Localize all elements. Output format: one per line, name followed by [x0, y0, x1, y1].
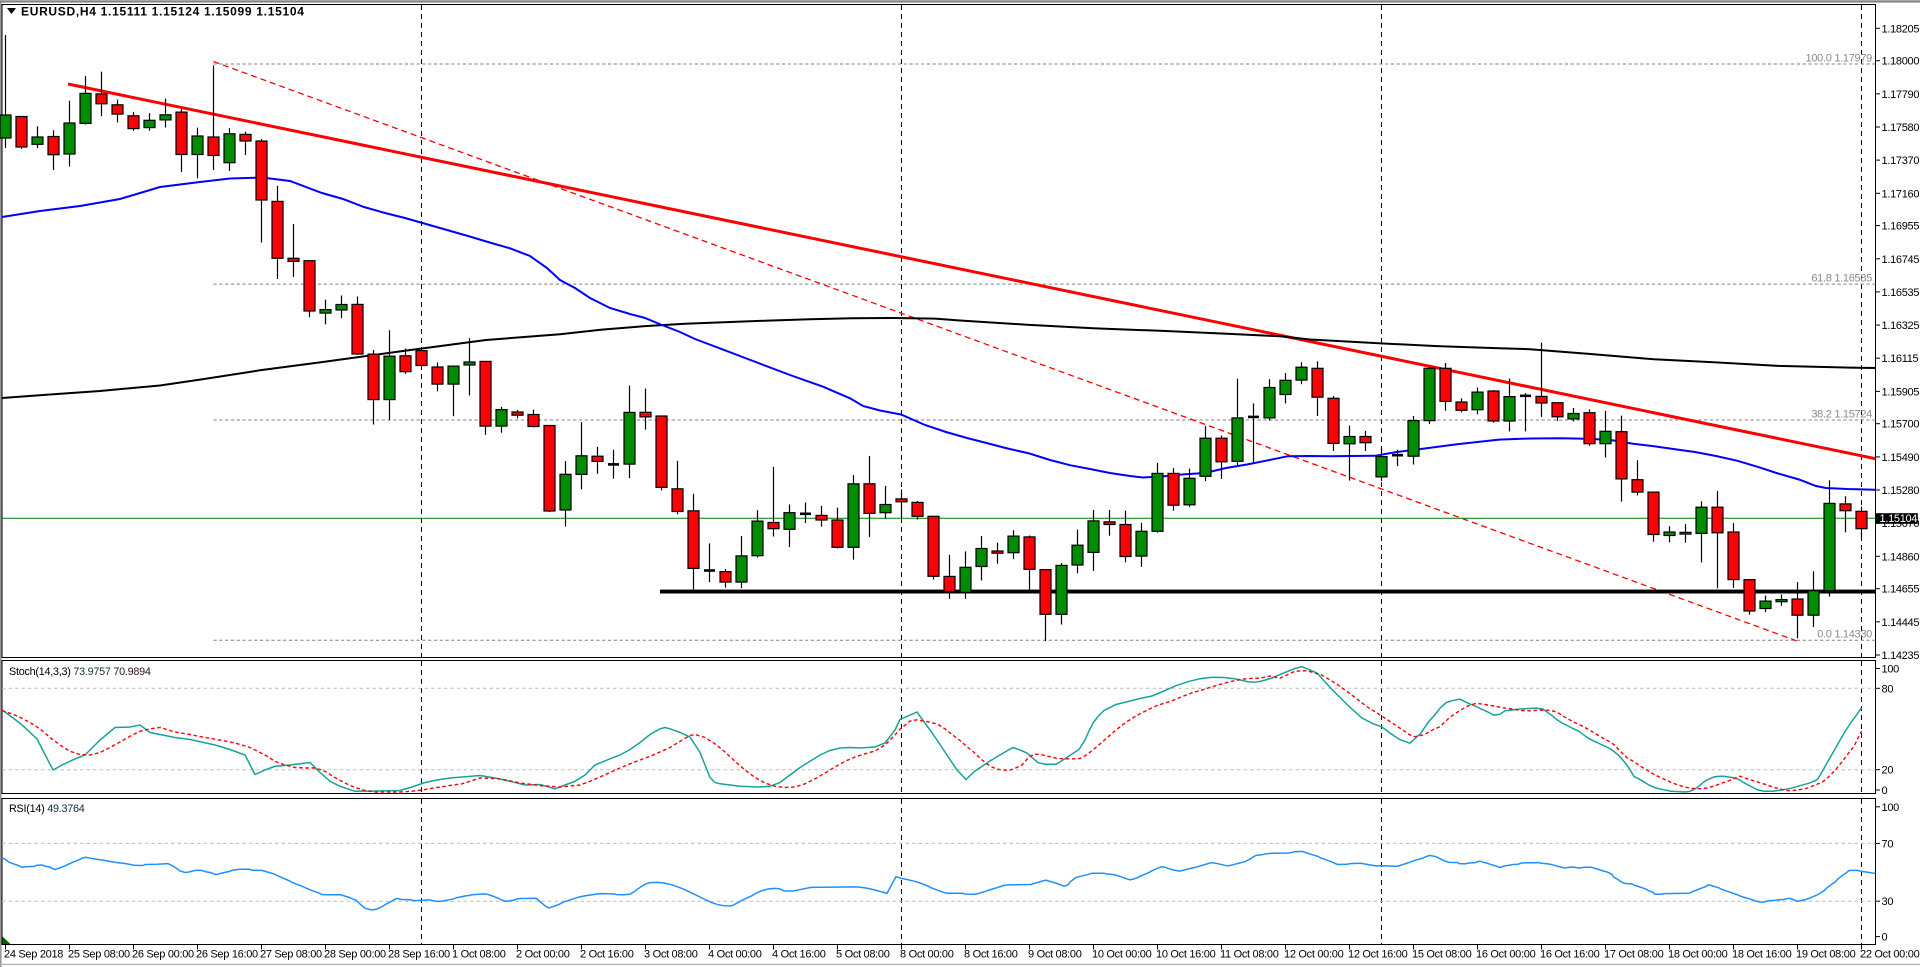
- svg-text:12 Oct 16:00: 12 Oct 16:00: [1348, 949, 1408, 961]
- svg-text:1.17580: 1.17580: [1882, 122, 1920, 134]
- svg-text:3 Oct 08:00: 3 Oct 08:00: [644, 949, 698, 961]
- svg-text:1.17370: 1.17370: [1882, 155, 1920, 167]
- svg-text:1.14235: 1.14235: [1882, 650, 1920, 662]
- svg-text:19 Oct 08:00: 19 Oct 08:00: [1796, 949, 1856, 961]
- svg-text:1.16325: 1.16325: [1882, 320, 1920, 332]
- svg-text:12 Oct 00:00: 12 Oct 00:00: [1284, 949, 1344, 961]
- svg-text:2 Oct 00:00: 2 Oct 00:00: [516, 949, 570, 961]
- svg-text:18 Oct 00:00: 18 Oct 00:00: [1668, 949, 1728, 961]
- svg-text:1.16745: 1.16745: [1882, 254, 1920, 266]
- svg-text:8 Oct 00:00: 8 Oct 00:00: [900, 949, 954, 961]
- svg-text:1.15104: 1.15104: [1880, 513, 1918, 525]
- svg-text:RSI(14) 49.3764: RSI(14) 49.3764: [9, 803, 85, 815]
- svg-text:26 Sep 00:00: 26 Sep 00:00: [132, 949, 194, 961]
- svg-text:0: 0: [1882, 932, 1888, 944]
- svg-text:0.0 1.14330: 0.0 1.14330: [1817, 629, 1872, 641]
- svg-text:4 Oct 16:00: 4 Oct 16:00: [772, 949, 826, 961]
- svg-text:38.2 1.15724: 38.2 1.15724: [1811, 409, 1872, 421]
- svg-text:61.8 1.16585: 61.8 1.16585: [1811, 273, 1872, 285]
- svg-text:1.18205: 1.18205: [1882, 23, 1920, 35]
- svg-text:18 Oct 16:00: 18 Oct 16:00: [1732, 949, 1792, 961]
- svg-text:1.16955: 1.16955: [1882, 221, 1920, 233]
- svg-text:0: 0: [1882, 785, 1888, 797]
- svg-text:27 Sep 08:00: 27 Sep 08:00: [260, 949, 322, 961]
- svg-text:28 Sep 16:00: 28 Sep 16:00: [388, 949, 450, 961]
- svg-text:1.17160: 1.17160: [1882, 188, 1920, 200]
- svg-text:100: 100: [1882, 802, 1900, 814]
- svg-text:10 Oct 00:00: 10 Oct 00:00: [1092, 949, 1152, 961]
- svg-text:EURUSD,H4 1.15111 1.15124 1.1: EURUSD,H4 1.15111 1.15124 1.15099 1.1510…: [21, 5, 305, 19]
- svg-text:17 Oct 08:00: 17 Oct 08:00: [1604, 949, 1664, 961]
- svg-text:24 Sep 2018: 24 Sep 2018: [4, 949, 63, 961]
- svg-text:Stoch(14,3,3) 73.9757 70.9894: Stoch(14,3,3) 73.9757 70.9894: [9, 666, 151, 678]
- svg-text:11 Oct 08:00: 11 Oct 08:00: [1220, 949, 1279, 961]
- svg-text:100: 100: [1882, 664, 1900, 676]
- svg-text:1.15280: 1.15280: [1882, 485, 1920, 497]
- svg-text:25 Sep 08:00: 25 Sep 08:00: [68, 949, 130, 961]
- svg-text:100.0 1.17979: 100.0 1.17979: [1806, 53, 1873, 65]
- svg-text:20: 20: [1882, 765, 1894, 777]
- svg-text:16 Oct 00:00: 16 Oct 00:00: [1476, 949, 1536, 961]
- svg-text:1.17790: 1.17790: [1882, 89, 1920, 101]
- svg-text:4 Oct 00:00: 4 Oct 00:00: [708, 949, 762, 961]
- svg-text:9 Oct 08:00: 9 Oct 08:00: [1028, 949, 1082, 961]
- svg-text:1.18000: 1.18000: [1882, 56, 1920, 68]
- svg-text:22 Oct 00:00: 22 Oct 00:00: [1860, 949, 1920, 961]
- svg-text:16 Oct 16:00: 16 Oct 16:00: [1540, 949, 1600, 961]
- svg-text:1.15490: 1.15490: [1882, 452, 1920, 464]
- svg-text:2 Oct 16:00: 2 Oct 16:00: [580, 949, 634, 961]
- svg-text:1.15700: 1.15700: [1882, 419, 1920, 431]
- svg-text:15 Oct 08:00: 15 Oct 08:00: [1412, 949, 1472, 961]
- svg-text:80: 80: [1882, 683, 1894, 695]
- svg-text:1.15905: 1.15905: [1882, 386, 1920, 398]
- svg-text:5 Oct 08:00: 5 Oct 08:00: [836, 949, 890, 961]
- svg-text:10 Oct 16:00: 10 Oct 16:00: [1156, 949, 1216, 961]
- svg-text:1.14655: 1.14655: [1882, 584, 1920, 596]
- svg-text:28 Sep 00:00: 28 Sep 00:00: [324, 949, 386, 961]
- svg-text:70: 70: [1882, 838, 1894, 850]
- svg-text:1.16535: 1.16535: [1882, 287, 1920, 299]
- svg-text:8 Oct 16:00: 8 Oct 16:00: [964, 949, 1018, 961]
- svg-text:1.14860: 1.14860: [1882, 551, 1920, 563]
- svg-text:1.16115: 1.16115: [1882, 353, 1919, 365]
- svg-text:1 Oct 08:00: 1 Oct 08:00: [452, 949, 506, 961]
- svg-text:1.14445: 1.14445: [1882, 617, 1920, 629]
- svg-text:26 Sep 16:00: 26 Sep 16:00: [196, 949, 258, 961]
- svg-text:30: 30: [1882, 896, 1894, 908]
